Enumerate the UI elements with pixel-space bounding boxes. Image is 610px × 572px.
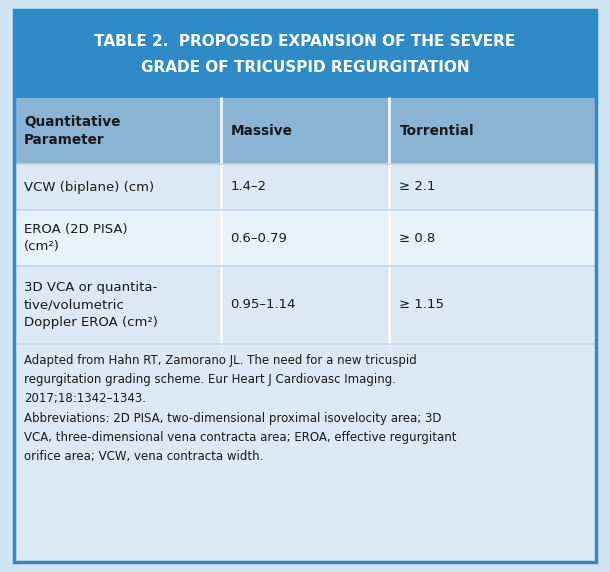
Bar [14, 98, 596, 164]
Text: 3D VCA or quantita-
tive/volumetric
Doppler EROA (cm²): 3D VCA or quantita- tive/volumetric Dopp… [24, 281, 158, 329]
Text: ≥ 0.8: ≥ 0.8 [400, 232, 436, 244]
Text: Adapted from Hahn RT, Zamorano JL. The need for a new tricuspid
regurgitation gr: Adapted from Hahn RT, Zamorano JL. The n… [24, 354, 456, 463]
Bar [14, 344, 596, 562]
Text: ≥ 2.1: ≥ 2.1 [400, 181, 436, 193]
Text: 1.4–2: 1.4–2 [231, 181, 267, 193]
Text: 0.6–0.79: 0.6–0.79 [231, 232, 287, 244]
Bar [14, 164, 596, 210]
Text: Quantitative
Parameter: Quantitative Parameter [24, 115, 120, 147]
Text: Torrential: Torrential [400, 124, 474, 138]
Text: VCW (biplane) (cm): VCW (biplane) (cm) [24, 181, 154, 193]
Text: 0.95–1.14: 0.95–1.14 [231, 299, 296, 312]
Bar [14, 10, 596, 98]
Text: TABLE 2.  PROPOSED EXPANSION OF THE SEVERE: TABLE 2. PROPOSED EXPANSION OF THE SEVER… [95, 34, 515, 50]
Bar [14, 266, 596, 344]
Text: EROA (2D PISA)
(cm²): EROA (2D PISA) (cm²) [24, 223, 127, 253]
Text: Massive: Massive [231, 124, 292, 138]
Text: GRADE OF TRICUSPID REGURGITATION: GRADE OF TRICUSPID REGURGITATION [141, 61, 469, 76]
Text: ≥ 1.15: ≥ 1.15 [400, 299, 445, 312]
Bar [14, 210, 596, 266]
